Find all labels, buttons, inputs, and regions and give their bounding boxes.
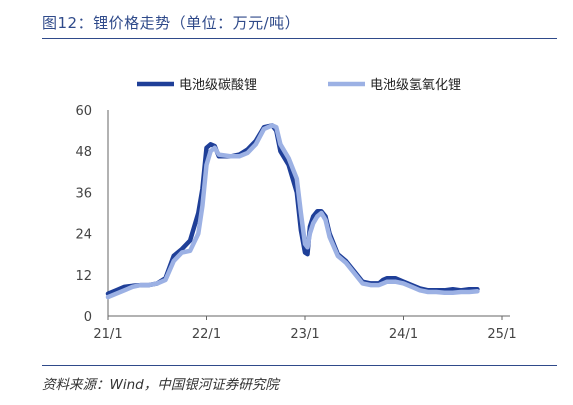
x-tick-label: 23/1	[290, 327, 319, 342]
y-tick-label: 24	[75, 228, 92, 243]
x-tick-label: 21/1	[93, 327, 122, 342]
source-divider	[42, 365, 557, 366]
legend-label-hydroxide: 电池级氢氧化锂	[370, 78, 461, 93]
legend: 电池级碳酸锂 电池级氢氧化锂	[137, 78, 461, 93]
figure-title: 图12：锂价格走势（单位：万元/吨）	[42, 14, 301, 32]
y-tick-label: 60	[75, 104, 92, 119]
legend-label-carbonate: 电池级碳酸锂	[179, 78, 257, 93]
y-tick-label: 48	[75, 145, 92, 160]
title-divider	[42, 38, 557, 39]
y-tick-label: 0	[84, 310, 92, 325]
y-tick-labels: 0 12 24 36 48 60	[75, 104, 92, 325]
series-line-hydroxide	[105, 123, 480, 300]
x-tick-labels: 21/1 22/1 23/1 24/1 25/1	[93, 316, 517, 342]
source-note: 资料来源：Wind，中国银河证券研究院	[42, 377, 279, 393]
y-tick-label: 12	[75, 269, 92, 284]
x-tick-label: 25/1	[487, 327, 516, 342]
x-tick-label: 24/1	[389, 327, 418, 342]
series-line-carbonate	[105, 123, 480, 296]
series-lines	[105, 123, 480, 300]
x-tick-label: 22/1	[192, 327, 221, 342]
y-tick-label: 36	[75, 186, 92, 201]
